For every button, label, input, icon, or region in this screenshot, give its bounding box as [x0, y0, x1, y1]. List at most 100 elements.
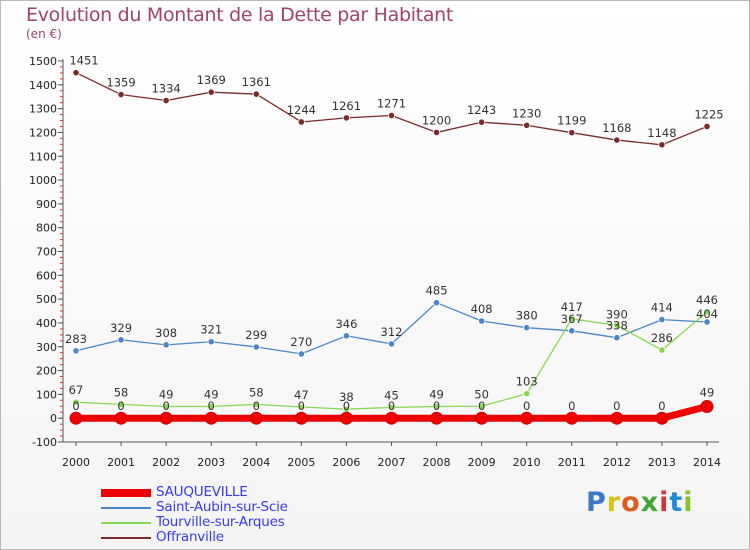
data-label: 45 [384, 388, 399, 402]
data-label: 0 [117, 399, 124, 413]
data-label: 1361 [242, 75, 271, 89]
data-point [568, 315, 576, 323]
data-point [565, 411, 579, 425]
legend-swatch [101, 489, 151, 497]
y-tick-label: 1200 [29, 126, 57, 139]
data-label: 367 [561, 312, 583, 326]
x-tick-label: 2003 [197, 456, 225, 469]
x-tick-label: 2009 [468, 456, 496, 469]
y-tick-label: 400 [36, 317, 57, 330]
data-point [159, 411, 173, 425]
data-point [342, 114, 351, 122]
data-label: 49 [429, 388, 444, 402]
data-point [72, 347, 80, 355]
data-label: 338 [606, 319, 628, 333]
y-tick-label: 600 [36, 269, 57, 282]
x-tick-label: 2011 [558, 456, 586, 469]
data-point [387, 403, 396, 412]
y-tick-label: 1500 [29, 55, 57, 68]
y-tick-label: -100 [32, 436, 57, 449]
data-point [387, 340, 396, 348]
data-label: 380 [516, 309, 538, 323]
data-label: 0 [208, 399, 215, 413]
data-label: 446 [696, 293, 718, 307]
data-point [703, 122, 711, 131]
data-point [114, 411, 128, 425]
y-tick-label: 200 [36, 365, 57, 378]
data-point [117, 90, 125, 99]
data-label: 49 [159, 388, 174, 402]
data-label: 390 [606, 307, 628, 321]
legend-label: Offranville [156, 529, 224, 545]
data-point [655, 411, 669, 425]
data-label: 0 [478, 399, 485, 413]
legend-label: SAUQUEVILLE [156, 484, 248, 500]
data-point [207, 402, 215, 411]
data-point [69, 411, 83, 425]
data-label: 0 [433, 399, 440, 413]
data-label: 414 [651, 301, 673, 315]
data-point [658, 316, 666, 324]
data-point [432, 128, 441, 137]
data-label: 58 [114, 385, 129, 399]
data-point [610, 411, 624, 425]
brand-logo-letter: P [586, 487, 607, 518]
data-point [658, 141, 666, 149]
data-point [478, 317, 486, 325]
x-tick-label: 2008 [423, 456, 451, 469]
data-label: 0 [72, 399, 79, 413]
legend-label: Tourville-sur-Arques [156, 514, 285, 530]
x-tick-label: 2010 [513, 456, 541, 469]
x-tick-label: 2014 [693, 456, 721, 469]
y-tick-label: 100 [36, 388, 57, 401]
data-label: 1243 [467, 103, 496, 117]
data-point [252, 400, 260, 408]
x-tick-label: 2012 [603, 456, 631, 469]
data-point [475, 411, 489, 425]
data-point [339, 411, 353, 425]
data-point [432, 402, 441, 411]
data-point [613, 334, 621, 342]
data-label: 67 [69, 383, 84, 397]
legend-label: Saint-Aubin-sur-Scie [156, 499, 288, 515]
data-label: 321 [200, 323, 222, 337]
data-point [523, 121, 531, 129]
x-tick-label: 2000 [62, 456, 90, 469]
data-label: 1199 [557, 114, 586, 128]
data-point [700, 400, 714, 414]
data-point [523, 324, 531, 332]
data-point [568, 327, 576, 335]
data-point [613, 136, 621, 144]
data-point [249, 411, 263, 425]
data-label: 1359 [106, 76, 135, 90]
data-label: 0 [298, 399, 305, 413]
legend-swatch [101, 537, 151, 539]
y-tick-label: 0 [50, 412, 57, 425]
x-tick-label: 2004 [242, 456, 270, 469]
y-tick-label: 1000 [29, 174, 57, 187]
data-label: 0 [613, 399, 620, 413]
data-label: 58 [249, 385, 264, 399]
data-label: 299 [245, 328, 267, 342]
data-label: 0 [388, 399, 395, 413]
data-point [613, 321, 621, 329]
data-label: 0 [568, 399, 575, 413]
chart-unit: (en €) [26, 27, 62, 41]
data-point [297, 350, 305, 358]
data-label: 0 [523, 399, 530, 413]
data-label: 417 [561, 300, 583, 314]
data-label: 1451 [69, 54, 98, 68]
data-label: 1244 [287, 103, 316, 117]
data-point [703, 308, 711, 316]
data-point [384, 411, 398, 425]
data-label: 0 [253, 399, 260, 413]
y-tick-label: 1100 [29, 150, 57, 163]
data-point [520, 411, 534, 425]
data-point [204, 411, 218, 425]
data-point [162, 96, 170, 105]
y-tick-label: 800 [36, 222, 57, 235]
data-point [478, 402, 486, 410]
data-point [294, 411, 308, 425]
